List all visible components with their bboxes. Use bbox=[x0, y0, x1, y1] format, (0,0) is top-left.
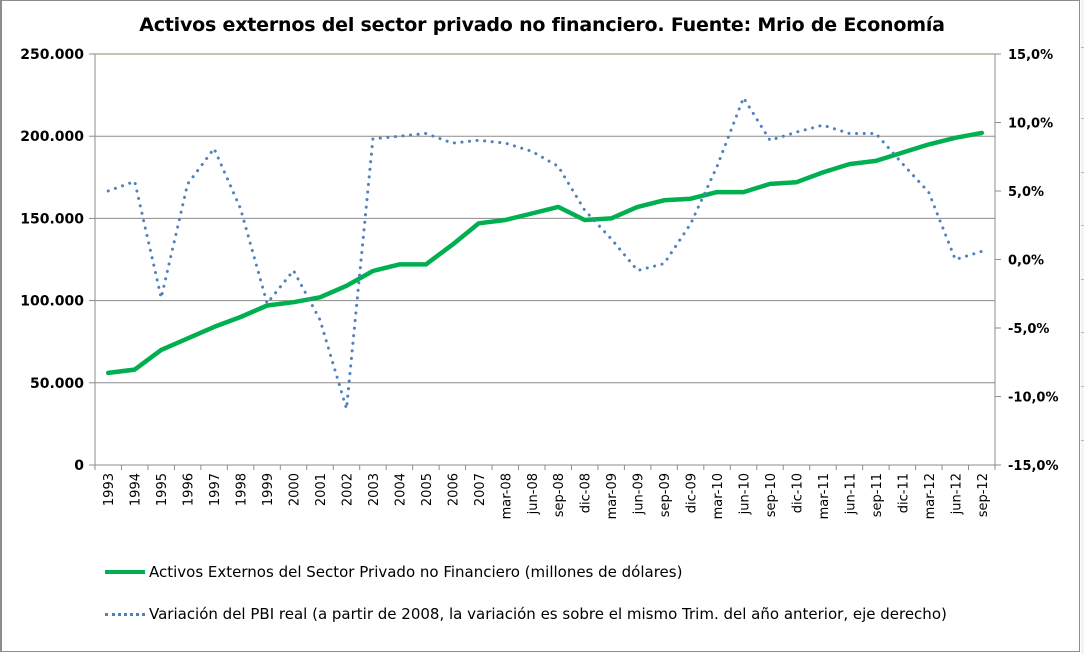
x-axis-tick-label: 2003 bbox=[367, 473, 382, 506]
left-axis-ticks: 0 50.000 100.000 150.000 200.000 250.000 bbox=[20, 47, 95, 474]
x-axis-tick-label: mar-08 bbox=[499, 473, 514, 519]
x-axis-tick-label: dic-09 bbox=[685, 473, 700, 513]
x-axis-tick-label: 1995 bbox=[155, 473, 170, 506]
right-axis-tick-label: 0,0% bbox=[1008, 254, 1044, 269]
x-axis-tick-label: 2006 bbox=[446, 473, 461, 506]
x-axis-tick-label: jun-10 bbox=[738, 473, 753, 515]
x-axis-tick-label: jun-12 bbox=[949, 473, 964, 515]
series-group bbox=[105, 96, 985, 411]
x-axis-tick-label: mar-11 bbox=[817, 473, 832, 519]
left-axis-tick-label: 200.000 bbox=[20, 129, 84, 145]
gridlines bbox=[95, 53, 995, 384]
x-axis-tick-label: sep-09 bbox=[658, 473, 673, 517]
x-axis-tick-label: 1998 bbox=[235, 473, 250, 506]
left-axis-tick-label: 0 bbox=[74, 458, 84, 474]
right-axis-ticks: -15,0% -10,0% -5,0% 0,0% 5,0% 10,0% 15,0% bbox=[995, 48, 1059, 474]
legend-item-activos: Activos Externos del Sector Privado no F… bbox=[105, 563, 682, 581]
legend-swatch-solid-green bbox=[105, 570, 145, 574]
x-axis-tick-label: 2004 bbox=[393, 473, 408, 506]
x-axis-tick-label: 2005 bbox=[420, 473, 435, 506]
x-axis-tick-label: sep-08 bbox=[552, 473, 567, 517]
right-axis-tick-label: 15,0% bbox=[1008, 48, 1053, 63]
x-axis-tick-label: mar-09 bbox=[605, 473, 620, 519]
x-axis-tick-label: sep-11 bbox=[870, 473, 885, 517]
chart-title: Activos externos del sector privado no f… bbox=[139, 14, 945, 36]
left-axis-tick-label: 50.000 bbox=[30, 376, 84, 392]
x-axis-tick-label: 2001 bbox=[314, 473, 329, 506]
x-axis-tick-label: dic-11 bbox=[896, 473, 911, 513]
left-axis-tick-label: 100.000 bbox=[20, 294, 84, 310]
x-axis-tick-label: mar-10 bbox=[711, 473, 726, 519]
spreadsheet-row-line bbox=[1081, 172, 1084, 173]
right-axis-tick-label: 10,0% bbox=[1008, 117, 1053, 132]
x-axis-tick-label: sep-12 bbox=[976, 473, 991, 517]
x-axis-ticks: 1993 1994 1995 1996 1997 1998 1999 2000 2001 2002… bbox=[94, 465, 996, 519]
right-axis-tick-label: 5,0% bbox=[1008, 185, 1044, 200]
spreadsheet-row-line bbox=[1081, 386, 1084, 387]
left-axis-tick-label: 250.000 bbox=[20, 47, 84, 63]
x-axis-tick-label: jun-11 bbox=[843, 473, 858, 515]
series-line-pbi-variation bbox=[106, 96, 984, 411]
spreadsheet-row-line bbox=[1081, 332, 1084, 333]
x-axis-tick-label: 1996 bbox=[182, 473, 197, 506]
legend-label-pbi: Variación del PBI real (a partir de 2008… bbox=[149, 605, 947, 623]
spreadsheet-row-line bbox=[1081, 440, 1084, 441]
spreadsheet-edge bbox=[1081, 0, 1084, 654]
x-axis-tick-label: dic-10 bbox=[790, 473, 805, 513]
x-axis-tick-label: 1993 bbox=[102, 473, 117, 506]
axes bbox=[94, 54, 996, 466]
legend-label-activos: Activos Externos del Sector Privado no F… bbox=[149, 563, 683, 581]
spreadsheet-row-line bbox=[1081, 225, 1084, 226]
x-axis-tick-label: sep-10 bbox=[764, 473, 779, 517]
legend-item-pbi: Variación del PBI real (a partir de 2008… bbox=[105, 605, 947, 623]
x-axis-tick-label: 2002 bbox=[340, 473, 355, 506]
spreadsheet-row-line bbox=[1081, 47, 1084, 48]
right-axis-tick-label: -10,0% bbox=[1008, 391, 1059, 406]
right-axis-tick-label: -5,0% bbox=[1008, 322, 1049, 337]
x-axis-tick-label: 1994 bbox=[129, 473, 144, 506]
x-axis-tick-label: jun-09 bbox=[632, 473, 647, 515]
x-axis-tick-label: mar-12 bbox=[923, 473, 938, 519]
x-axis-tick-label: 1997 bbox=[208, 473, 223, 506]
x-axis-tick-label: 2007 bbox=[473, 473, 488, 506]
left-axis-tick-label: 150.000 bbox=[20, 211, 84, 227]
x-axis-tick-label: 1999 bbox=[261, 473, 276, 506]
x-axis-tick-label: dic-08 bbox=[579, 473, 594, 513]
legend-swatch-dotted-blue bbox=[105, 612, 145, 616]
series-line-activos-externos bbox=[105, 130, 985, 376]
spreadsheet-row-line bbox=[1081, 279, 1084, 280]
right-axis-tick-label: -15,0% bbox=[1008, 459, 1059, 474]
x-axis-tick-label: 2000 bbox=[288, 473, 303, 506]
x-axis-tick-label: jun-08 bbox=[526, 473, 541, 515]
spreadsheet-row-line bbox=[1081, 118, 1084, 119]
